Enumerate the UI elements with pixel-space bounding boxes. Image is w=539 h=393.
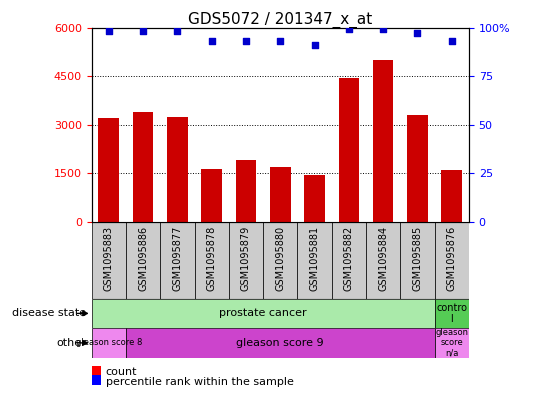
Bar [99, 118, 119, 222]
Text: other: other [57, 338, 86, 348]
Bar [270, 167, 291, 222]
Bar [434, 299, 469, 328]
Bar [338, 78, 359, 222]
Text: GSM1095885: GSM1095885 [412, 226, 423, 291]
Text: prostate cancer: prostate cancer [219, 309, 307, 318]
Bar [441, 170, 462, 222]
Text: GSM1095883: GSM1095883 [104, 226, 114, 291]
Text: gleason score 8: gleason score 8 [75, 338, 142, 347]
Text: GSM1095884: GSM1095884 [378, 226, 388, 291]
Text: GSM1095877: GSM1095877 [172, 226, 182, 291]
Point [241, 38, 250, 44]
Bar [92, 222, 126, 299]
Bar [236, 160, 256, 222]
Point [310, 42, 319, 48]
Point [447, 38, 456, 44]
Bar [263, 222, 298, 299]
Text: disease state: disease state [12, 309, 86, 318]
Point [276, 38, 285, 44]
Text: GSM1095878: GSM1095878 [206, 226, 217, 291]
Text: count: count [106, 367, 137, 377]
Bar [305, 175, 325, 222]
Bar [434, 222, 469, 299]
Text: contro
l: contro l [436, 303, 467, 324]
Bar [400, 222, 434, 299]
Text: gleason score 9: gleason score 9 [237, 338, 324, 348]
Bar [202, 169, 222, 222]
Bar [195, 222, 229, 299]
Bar [331, 222, 366, 299]
Text: GSM1095881: GSM1095881 [309, 226, 320, 291]
Bar [126, 328, 434, 358]
Text: GSM1095880: GSM1095880 [275, 226, 285, 291]
Bar [126, 222, 160, 299]
Point [413, 30, 422, 37]
Bar [229, 222, 263, 299]
Bar [366, 222, 400, 299]
Point [139, 28, 147, 35]
Point [344, 26, 353, 33]
Bar [167, 117, 188, 222]
Point [379, 26, 388, 33]
Text: gleason
score
n/a: gleason score n/a [436, 328, 468, 358]
Bar [92, 328, 126, 358]
Bar [298, 222, 331, 299]
Title: GDS5072 / 201347_x_at: GDS5072 / 201347_x_at [188, 11, 372, 28]
Point [105, 28, 113, 35]
Text: GSM1095882: GSM1095882 [344, 226, 354, 291]
Text: GSM1095879: GSM1095879 [241, 226, 251, 291]
Bar [434, 328, 469, 358]
Text: GSM1095876: GSM1095876 [447, 226, 457, 291]
Text: GSM1095886: GSM1095886 [138, 226, 148, 291]
Bar [160, 222, 195, 299]
Point [208, 38, 216, 44]
Point [173, 28, 182, 35]
Text: percentile rank within the sample: percentile rank within the sample [106, 376, 294, 387]
Bar [373, 60, 393, 222]
Bar [133, 112, 154, 222]
Bar [407, 115, 428, 222]
